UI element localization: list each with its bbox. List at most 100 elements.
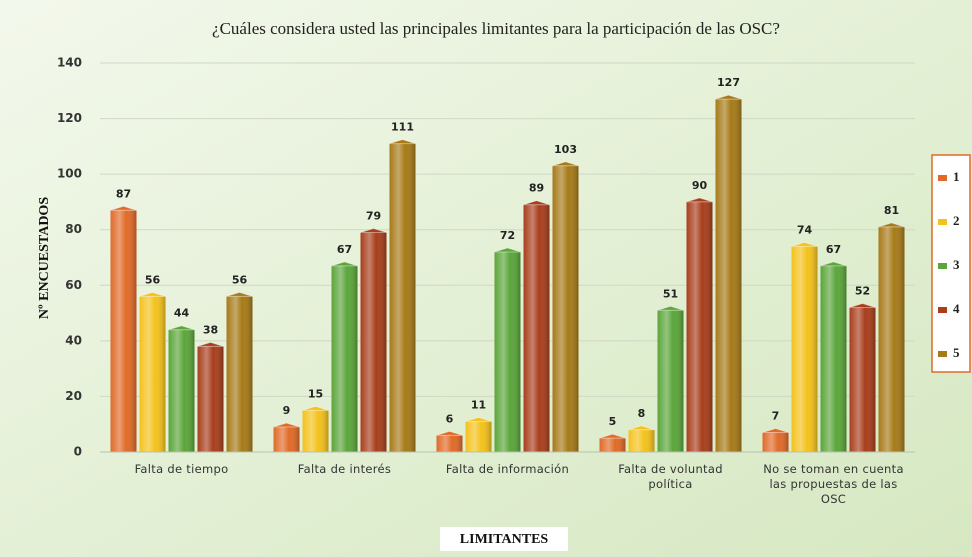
value-label: 38 [203,323,218,336]
bar [494,251,521,452]
x-label-box [440,527,568,551]
value-label: 5 [609,415,617,428]
value-label: 11 [471,398,486,411]
value-label: 56 [145,273,161,286]
bar-cap [110,205,137,211]
bar-cap [273,422,300,428]
bar [791,246,818,452]
bar-cap [494,247,521,253]
x-tick-label-box: No se toman en cuenta las propuestas de … [763,462,904,506]
bar-cap [878,222,905,228]
bar [686,201,713,452]
legend-swatch [938,263,947,269]
legend-label: 4 [953,301,960,316]
legend-swatch [938,219,947,225]
value-label: 81 [884,204,899,217]
x-tick-label: Falta de información [445,462,570,476]
bar-cap [360,227,387,233]
bar-cap [686,197,713,203]
value-label: 103 [554,143,577,156]
bar [715,99,742,452]
y-tick-label: 40 [65,333,82,347]
legend-swatch [938,351,947,357]
value-label: 7 [772,410,780,423]
value-label: 79 [366,209,381,222]
x-tick-label: Falta de interés [297,462,392,476]
bar [110,210,137,452]
bar [197,346,224,452]
bar-cap [628,425,655,431]
legend-swatch [938,175,947,181]
bar [226,296,253,452]
bar [331,265,358,452]
bar [360,232,387,452]
x-tick-label-box: Falta de voluntad política [618,462,723,491]
bar-cap [168,325,195,331]
bar [628,429,655,452]
value-label: 87 [116,187,131,200]
bar [878,226,905,452]
value-label: 90 [692,179,708,192]
value-label: 89 [529,182,544,195]
x-tick-label-box: Falta de información [445,462,570,476]
bar [849,307,876,452]
bar [302,410,329,452]
value-label: 67 [826,243,841,256]
value-label: 9 [283,404,291,417]
bar [168,329,195,452]
bar [139,296,166,452]
chart-title: ¿Cuáles considera usted las principales … [212,19,780,38]
value-label: 67 [337,243,352,256]
legend-box [931,154,971,373]
legend-swatch [938,307,947,313]
bar [465,421,492,452]
legend-label: 1 [953,169,960,184]
value-label: 8 [638,407,646,420]
value-label: 6 [446,412,454,425]
bar-cap [139,291,166,297]
bar [273,426,300,452]
value-label: 52 [855,285,870,298]
bar-cap [599,433,626,439]
value-label: 74 [797,223,813,236]
bar-cap [523,200,550,206]
value-label: 56 [232,273,248,286]
bar [436,435,463,452]
x-tick-label-box: Falta de tiempo [134,462,229,476]
y-tick-label: 120 [57,111,82,125]
value-label: 44 [174,307,190,320]
bar [523,204,550,452]
bar-cap [197,341,224,347]
value-label: 51 [663,287,678,300]
x-tick-label: No se toman en cuenta las propuestas de … [763,462,904,506]
y-tick-label: 0 [74,445,82,459]
bar [657,310,684,452]
value-label: 111 [391,121,414,134]
value-label: 72 [500,229,515,242]
x-tick-label: Falta de voluntad política [618,462,723,491]
bar-cap [302,405,329,411]
bar [762,432,789,452]
legend-label: 3 [953,257,960,272]
bar-cap [657,305,684,311]
bar [820,265,847,452]
bar-cap [552,161,579,167]
bar-cap [715,94,742,100]
bar [552,165,579,453]
value-label: 127 [717,76,740,89]
bar [389,143,416,453]
bar-cap [436,430,463,436]
y-tick-label: 20 [65,389,82,403]
bar-cap [762,428,789,434]
legend-label: 2 [953,213,960,228]
bar-cap [389,139,416,145]
bar-cap [465,416,492,422]
y-tick-label: 140 [57,56,82,70]
bar-cap [791,241,818,247]
y-tick-label: 80 [65,222,82,236]
bar-cap [820,261,847,267]
bar-cap [226,291,253,297]
bar [599,438,626,452]
x-tick-label: Falta de tiempo [134,462,229,476]
